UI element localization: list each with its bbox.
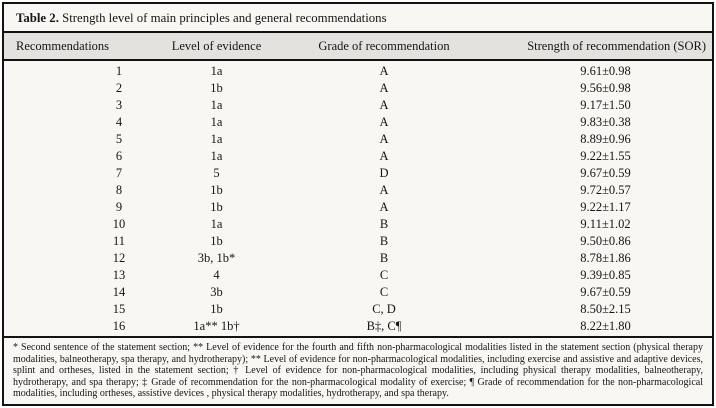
table-row: 6 1a A 9.22±1.55 <box>4 148 712 165</box>
cell-strength-of-recommendation: 8.22±1.80 <box>580 319 631 333</box>
table-row: 3 1a A 9.17±1.50 <box>4 97 712 114</box>
cell-recommendation-number: 8 <box>115 183 123 197</box>
cell-recommendation-number: 14 <box>112 285 126 299</box>
table-row: 16 1a** 1b† B‡, C¶ 8.22±1.80 <box>4 318 712 335</box>
cell-grade-of-recommendation: A <box>379 64 389 78</box>
cell-strength-of-recommendation: 9.72±0.57 <box>580 183 631 197</box>
cell-grade-of-recommendation: C <box>379 285 389 299</box>
cell-grade-of-recommendation: B‡, C¶ <box>366 319 402 333</box>
cell-recommendation-number: 5 <box>115 132 123 146</box>
cell-grade-of-recommendation: B <box>379 234 389 248</box>
table-row: 4 1a A 9.83±0.38 <box>4 114 712 131</box>
cell-strength-of-recommendation: 8.78±1.86 <box>580 251 631 265</box>
cell-grade-of-recommendation: C <box>379 268 389 282</box>
cell-level-of-evidence: 1b <box>210 183 223 197</box>
cell-level-of-evidence: 1a <box>210 132 223 146</box>
cell-strength-of-recommendation: 9.22±1.55 <box>580 149 631 163</box>
table-row: 1 1a A 9.61±0.98 <box>4 63 712 80</box>
cell-recommendation-number: 10 <box>112 217 126 231</box>
cell-strength-of-recommendation: 9.56±0.98 <box>580 81 631 95</box>
cell-level-of-evidence: 1b <box>210 234 223 248</box>
cell-level-of-evidence: 1a <box>210 149 223 163</box>
cell-grade-of-recommendation: A <box>379 98 389 112</box>
cell-level-of-evidence: 1b <box>210 200 223 214</box>
table-row: 15 1b C, D 8.50±2.15 <box>4 301 712 318</box>
table-row: 12 3b, 1b* B 8.78±1.86 <box>4 250 712 267</box>
cell-level-of-evidence: 1a <box>210 115 223 129</box>
cell-level-of-evidence: 5 <box>213 166 220 180</box>
table-body: 1 1a A 9.61±0.98 2 1b A 9.56±0.98 3 1a A… <box>4 61 712 335</box>
cell-grade-of-recommendation: B <box>379 251 389 265</box>
cell-level-of-evidence: 1b <box>210 302 223 316</box>
cell-recommendation-number: 16 <box>112 319 126 333</box>
cell-grade-of-recommendation: A <box>379 132 389 146</box>
table-row: 5 1a A 8.89±0.96 <box>4 131 712 148</box>
cell-grade-of-recommendation: A <box>379 183 389 197</box>
cell-level-of-evidence: 1b <box>210 81 223 95</box>
table-row: 8 1b A 9.72±0.57 <box>4 182 712 199</box>
cell-strength-of-recommendation: 9.39±0.85 <box>580 268 631 282</box>
column-header-grade-of-recommendation: Grade of recommendation <box>318 38 450 53</box>
cell-recommendation-number: 2 <box>115 81 123 95</box>
cell-strength-of-recommendation: 9.83±0.38 <box>580 115 631 129</box>
column-header-strength-of-recommendation: Strength of recommendation (SOR) <box>527 38 706 53</box>
cell-grade-of-recommendation: A <box>379 200 389 214</box>
cell-strength-of-recommendation: 8.50±2.15 <box>580 302 631 316</box>
cell-recommendation-number: 1 <box>115 64 123 78</box>
table-row: 2 1b A 9.56±0.98 <box>4 80 712 97</box>
cell-strength-of-recommendation: 9.67±0.59 <box>580 166 631 180</box>
table-row: 10 1a B 9.11±1.02 <box>4 216 712 233</box>
cell-grade-of-recommendation: B <box>379 217 389 231</box>
cell-strength-of-recommendation: 9.61±0.98 <box>580 64 631 78</box>
table-row: 11 1b B 9.50±0.86 <box>4 233 712 250</box>
cell-grade-of-recommendation: A <box>379 115 389 129</box>
table-footnote: * Second sentence of the statement secti… <box>4 336 712 403</box>
cell-strength-of-recommendation: 9.22±1.17 <box>580 200 631 214</box>
column-header-recommendations: Recommendations <box>16 38 110 53</box>
table-row: 14 3b C 9.67±0.59 <box>4 284 712 301</box>
table-row: 13 4 C 9.39±0.85 <box>4 267 712 284</box>
cell-recommendation-number: 12 <box>112 251 126 265</box>
cell-recommendation-number: 15 <box>112 302 126 316</box>
cell-strength-of-recommendation: 9.50±0.86 <box>580 234 631 248</box>
table-row: 7 5 D 9.67±0.59 <box>4 165 712 182</box>
cell-strength-of-recommendation: 9.67±0.59 <box>580 285 631 299</box>
table-caption-label: Table 2. <box>16 11 59 25</box>
column-header-level-of-evidence: Level of evidence <box>171 38 262 53</box>
table-caption: Table 2. Strength level of main principl… <box>4 4 712 33</box>
cell-level-of-evidence: 3b <box>210 285 223 299</box>
cell-level-of-evidence: 3b, 1b* <box>197 251 236 265</box>
cell-level-of-evidence: 4 <box>213 268 220 282</box>
cell-grade-of-recommendation: D <box>379 166 389 180</box>
table-header-row: Recommendations Level of evidence Grade … <box>4 33 712 61</box>
cell-recommendation-number: 6 <box>115 149 123 163</box>
cell-grade-of-recommendation: A <box>379 81 389 95</box>
cell-recommendation-number: 4 <box>115 115 123 129</box>
cell-level-of-evidence: 1a <box>210 98 223 112</box>
cell-strength-of-recommendation: 9.17±1.50 <box>580 98 631 112</box>
table-row: 9 1b A 9.22±1.17 <box>4 199 712 216</box>
cell-strength-of-recommendation: 8.89±0.96 <box>580 132 631 146</box>
cell-level-of-evidence: 1a** 1b† <box>193 319 240 333</box>
cell-recommendation-number: 13 <box>112 268 126 282</box>
cell-recommendation-number: 9 <box>115 200 123 214</box>
cell-recommendation-number: 11 <box>112 234 126 248</box>
cell-level-of-evidence: 1a <box>210 64 223 78</box>
cell-strength-of-recommendation: 9.11±1.02 <box>580 217 631 231</box>
cell-recommendation-number: 3 <box>115 98 123 112</box>
cell-grade-of-recommendation: A <box>379 149 389 163</box>
cell-grade-of-recommendation: C, D <box>372 302 396 316</box>
cell-level-of-evidence: 1a <box>210 217 223 231</box>
cell-recommendation-number: 7 <box>115 166 123 180</box>
table-caption-text: Strength level of main principles and ge… <box>58 11 387 25</box>
